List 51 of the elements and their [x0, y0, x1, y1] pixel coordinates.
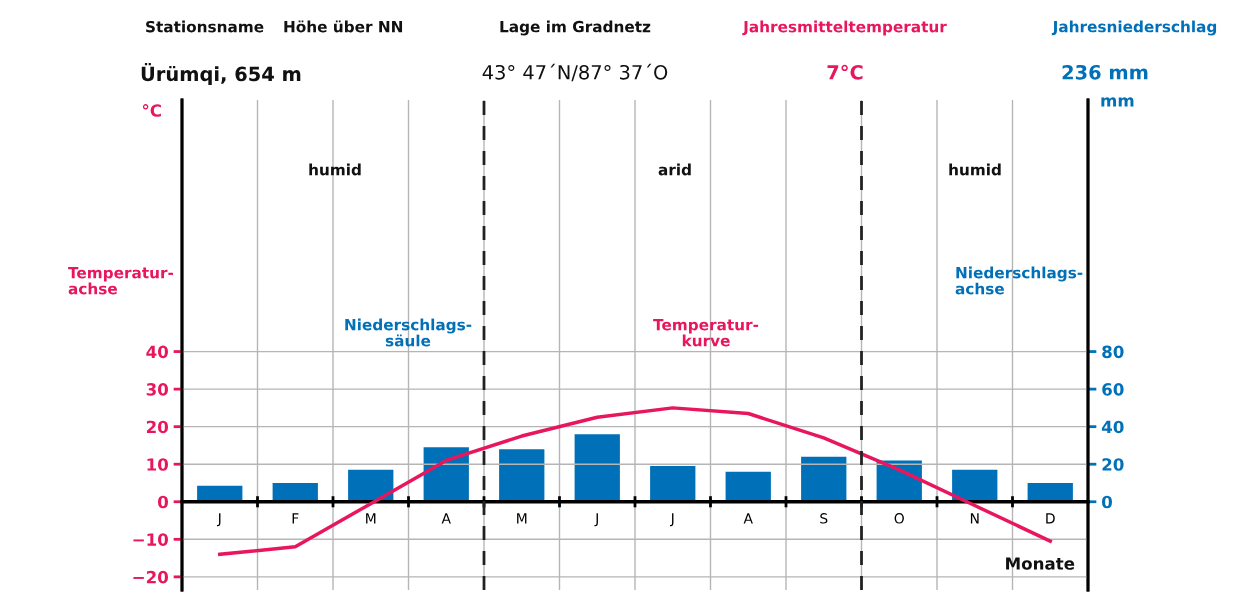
bar: [952, 469, 998, 502]
text: Höhe über NN: [284, 20, 403, 33]
annotation: arid: [658, 163, 691, 176]
y2-tick-label: 40: [1101, 420, 1124, 434]
y-tick-label: 10: [147, 458, 169, 471]
x-tick-label: A: [441, 513, 451, 524]
y2-tick-label: 0: [1101, 495, 1112, 509]
x-tick-label: S: [820, 513, 828, 524]
y2-tick-label: 20: [1102, 458, 1124, 471]
bar: [650, 466, 696, 502]
x-tick-label: J: [216, 513, 221, 527]
x-tick-label: M: [517, 513, 527, 524]
annotation: humid: [309, 163, 361, 176]
x-tick-label: M: [366, 513, 376, 524]
text: Jahresniederschlag: [1051, 20, 1217, 36]
y-axis-title: °C: [142, 104, 161, 117]
text: Jahresmitteltemperatur: [742, 20, 947, 36]
y-tick-label: 30: [146, 383, 169, 396]
y-tick-label: 0: [158, 495, 169, 509]
annotation: humid: [949, 163, 1001, 176]
bar: [1027, 482, 1073, 502]
bar: [801, 456, 847, 502]
y-tick-label: −10: [133, 533, 169, 546]
bar: [499, 449, 545, 502]
y-tick-label: −20: [133, 570, 169, 584]
y2-tick-label: 80: [1102, 345, 1124, 359]
bar: [272, 482, 318, 502]
y2-axis-title: mm: [1101, 97, 1134, 107]
x-tick-label: F: [292, 513, 299, 524]
bar: [725, 471, 771, 502]
y-tick-label: 20: [146, 420, 169, 434]
text: 43° 47´N/87° 37´O: [482, 63, 668, 82]
y2-tick-label: 60: [1102, 383, 1124, 396]
x-tick-label: N: [970, 513, 979, 524]
annotation: Niederschlags- achse: [955, 266, 1083, 295]
annotation: Niederschlags- säule: [345, 318, 472, 347]
text: Stationsname: [146, 20, 264, 33]
bar: [574, 434, 620, 502]
x-tick-label: O: [894, 513, 904, 524]
text: 236 mm: [1062, 64, 1148, 80]
x-axis-title: Monate: [1006, 557, 1075, 570]
text: Temperatur- achse: [68, 267, 174, 295]
x-tick-label: J: [669, 513, 674, 527]
text: 7°C: [827, 64, 863, 80]
text: Ürümqi, 654 m: [141, 62, 301, 86]
text: Lage im Gradnetz: [500, 20, 651, 36]
annotation: Temperatur- kurve: [653, 319, 759, 347]
x-tick-label: D: [1046, 513, 1055, 524]
y-tick-label: 40: [146, 345, 169, 359]
x-tick-label: J: [594, 513, 598, 527]
x-tick-label: A: [743, 513, 753, 524]
